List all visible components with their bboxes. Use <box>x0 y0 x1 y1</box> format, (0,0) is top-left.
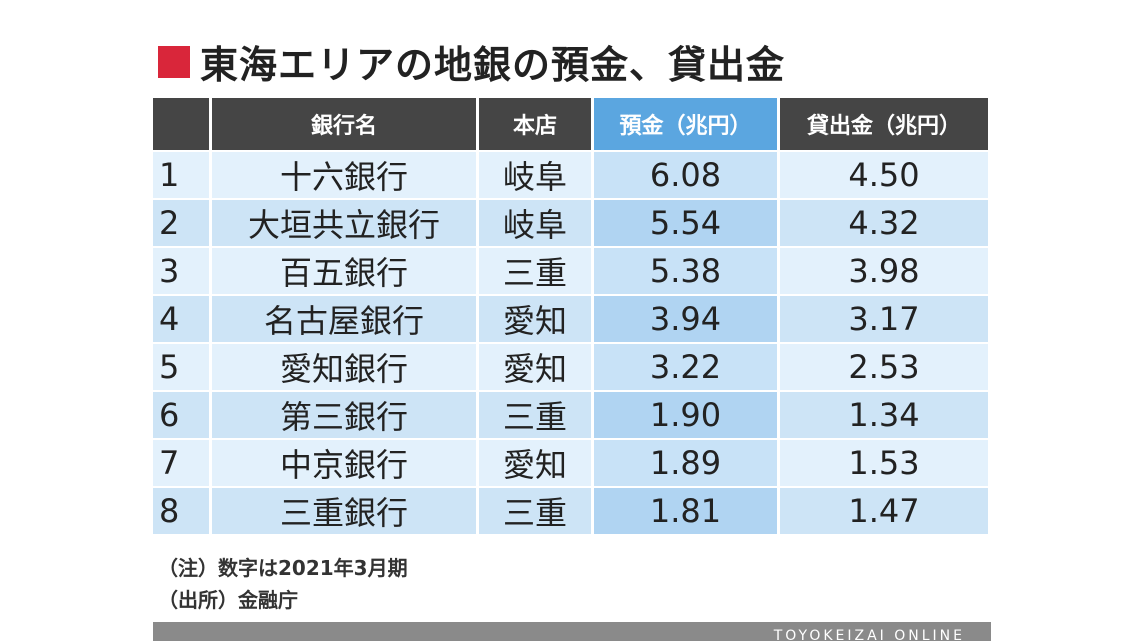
title-block: 東海エリアの地銀の預金、貸出金 <box>158 34 785 89</box>
rank-cell: 5 <box>153 344 209 390</box>
bank-name-cell: 十六銀行 <box>212 152 476 198</box>
column-header-loan: 貸出金（兆円） <box>780 98 988 150</box>
loan-cell: 4.32 <box>780 200 988 246</box>
table-row: 5 愛知銀行 愛知 3.22 2.53 <box>153 344 988 390</box>
hq-cell: 愛知 <box>479 344 591 390</box>
column-header-bank: 銀行名 <box>212 98 476 150</box>
bank-name-cell: 百五銀行 <box>212 248 476 294</box>
bank-name-cell: 第三銀行 <box>212 392 476 438</box>
hq-cell: 岐阜 <box>479 152 591 198</box>
page-title: 東海エリアの地銀の預金、貸出金 <box>200 43 786 87</box>
deposit-cell: 3.94 <box>594 296 777 342</box>
note-text: （注）数字は2021年3月期 <box>158 556 408 580</box>
column-header-hq: 本店 <box>479 98 591 150</box>
rank-cell: 2 <box>153 200 209 246</box>
source-text: （出所）金融庁 <box>158 588 298 612</box>
rank-cell: 6 <box>153 392 209 438</box>
rank-cell: 1 <box>153 152 209 198</box>
column-header-rank <box>153 98 209 150</box>
deposit-cell: 1.89 <box>594 440 777 486</box>
bank-name-cell: 三重銀行 <box>212 488 476 534</box>
notes-block: （注）数字は2021年3月期 （出所）金融庁 <box>158 552 408 616</box>
bank-table: 銀行名 本店 預金（兆円） 貸出金（兆円） 1 十六銀行 岐阜 6.08 4.5… <box>150 96 991 536</box>
deposit-cell: 5.54 <box>594 200 777 246</box>
loan-cell: 3.98 <box>780 248 988 294</box>
table-row: 6 第三銀行 三重 1.90 1.34 <box>153 392 988 438</box>
footer-bar: TOYOKEIZAI ONLINE <box>153 622 991 641</box>
rank-cell: 3 <box>153 248 209 294</box>
table-row: 2 大垣共立銀行 岐阜 5.54 4.32 <box>153 200 988 246</box>
bank-name-cell: 大垣共立銀行 <box>212 200 476 246</box>
rank-cell: 8 <box>153 488 209 534</box>
table-row: 3 百五銀行 三重 5.38 3.98 <box>153 248 988 294</box>
hq-cell: 三重 <box>479 392 591 438</box>
rank-cell: 4 <box>153 296 209 342</box>
deposit-cell: 1.81 <box>594 488 777 534</box>
loan-cell: 3.17 <box>780 296 988 342</box>
hq-cell: 三重 <box>479 488 591 534</box>
loan-cell: 1.34 <box>780 392 988 438</box>
table-row: 4 名古屋銀行 愛知 3.94 3.17 <box>153 296 988 342</box>
loan-cell: 1.47 <box>780 488 988 534</box>
deposit-cell: 3.22 <box>594 344 777 390</box>
deposit-cell: 5.38 <box>594 248 777 294</box>
table-header-row: 銀行名 本店 預金（兆円） 貸出金（兆円） <box>153 98 988 150</box>
hq-cell: 岐阜 <box>479 200 591 246</box>
loan-cell: 4.50 <box>780 152 988 198</box>
bank-name-cell: 中京銀行 <box>212 440 476 486</box>
hq-cell: 愛知 <box>479 440 591 486</box>
column-header-deposit: 預金（兆円） <box>594 98 777 150</box>
footer-brand: TOYOKEIZAI ONLINE <box>773 628 965 641</box>
rank-cell: 7 <box>153 440 209 486</box>
bank-name-cell: 名古屋銀行 <box>212 296 476 342</box>
table-row: 1 十六銀行 岐阜 6.08 4.50 <box>153 152 988 198</box>
title-marker-icon <box>158 45 190 78</box>
hq-cell: 三重 <box>479 248 591 294</box>
hq-cell: 愛知 <box>479 296 591 342</box>
bank-name-cell: 愛知銀行 <box>212 344 476 390</box>
table-row: 7 中京銀行 愛知 1.89 1.53 <box>153 440 988 486</box>
table-row: 8 三重銀行 三重 1.81 1.47 <box>153 488 988 534</box>
loan-cell: 2.53 <box>780 344 988 390</box>
deposit-cell: 1.90 <box>594 392 777 438</box>
deposit-cell: 6.08 <box>594 152 777 198</box>
loan-cell: 1.53 <box>780 440 988 486</box>
